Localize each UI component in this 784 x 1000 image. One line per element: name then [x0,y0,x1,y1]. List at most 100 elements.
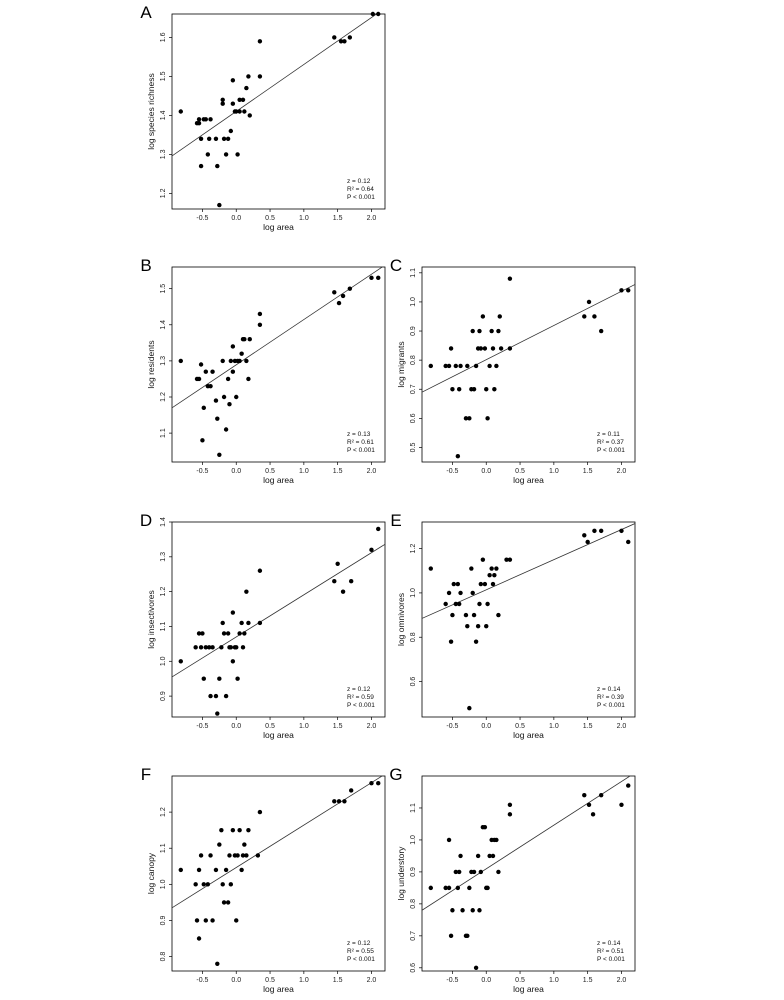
data-point [450,908,455,913]
data-point [456,387,462,392]
data-point [215,711,220,716]
data-point [210,645,215,650]
data-point [242,337,247,342]
data-point [203,918,209,923]
data-point [473,363,479,369]
data-point [208,117,213,122]
x-tick-label: 1.0 [299,215,309,222]
data-point [626,539,631,545]
data-point [582,533,587,538]
data-point [234,394,239,400]
data-point [223,427,229,432]
data-point [198,136,204,141]
y-tick-label: 0.9 [410,326,417,336]
data-point [458,853,463,859]
y-axis-label: log species richness [146,73,156,150]
data-point [210,918,215,923]
data-point [482,346,488,351]
stat-line: P < 0.001 [347,956,375,963]
y-tick-label: 0.9 [160,691,167,701]
x-tick-label: 1.5 [333,215,343,222]
data-point [230,369,236,374]
data-point [494,837,499,843]
panel-e: E -0.5 0.0 0.5 1.0 1.5 2.0 0.6 0.8 1.0 1.2 log area… [390,511,636,740]
y-tick-label: 1.3 [160,356,167,366]
data-point [332,35,337,40]
data-point [456,869,462,875]
y-tick-label: 1.0 [160,879,167,889]
data-point [220,620,225,626]
data-point [369,547,374,553]
data-point [507,802,513,807]
data-point [210,369,215,374]
stat-line: z = 0.11 [597,431,620,438]
data-point [230,78,236,83]
data-point [338,39,344,44]
data-point [478,869,484,875]
data-point [242,842,247,847]
stat-line: R² = 0.61 [347,439,374,446]
data-point [492,572,497,578]
data-point [335,561,340,566]
stat-line: P < 0.001 [597,447,625,454]
x-tick-label: 1.5 [333,723,343,730]
data-point [215,163,220,169]
stat-line: z = 0.12 [347,178,371,185]
data-point [458,590,463,596]
data-point [619,528,624,534]
data-point [240,97,246,103]
data-point [467,885,472,891]
data-point [196,121,202,126]
stat-line: R² = 0.39 [597,694,624,701]
x-tick-label: 0.0 [481,977,491,984]
data-point [205,882,211,887]
data-point [369,781,374,786]
panel-label: F [141,765,151,784]
data-point [332,290,337,295]
data-point [244,85,249,91]
data-point [494,363,499,369]
panel-g: G -0.5 0.0 0.5 1.0 1.5 2.0 0.6 0.7 0.8 0.9 1.0 1.1 lo… [389,765,636,994]
data-point [237,109,242,114]
y-tick-label: 1.4 [160,320,167,330]
data-point [220,101,225,106]
x-axis-label: log area [263,984,294,994]
x-tick-label: -0.5 [446,977,458,984]
data-point [463,612,469,618]
y-tick-label: 0.8 [160,952,167,962]
data-point [221,394,227,400]
data-point [242,109,247,114]
data-point [465,933,470,939]
x-tick-label: 0.5 [265,468,275,475]
data-point [246,376,251,382]
data-point [240,645,246,650]
data-point [193,882,198,887]
data-point [257,311,263,317]
y-tick-label: 1.6 [160,32,167,42]
plot-frame [171,266,386,463]
data-point [198,645,204,650]
data-point [200,631,205,636]
x-tick-label: 2.0 [367,215,377,222]
data-point [336,300,342,306]
panel-d: D -0.5 0.0 0.5 1.0 1.5 2.0 0.9 1.0 1.1 1.2 1.3 1.4 lo… [140,511,386,740]
data-point [455,581,461,587]
data-point [225,376,231,382]
regression-line [422,776,631,911]
regression-line [172,267,384,409]
y-tick-label: 1.3 [160,149,167,159]
data-point [257,39,263,44]
y-axis-label: log insectivores [146,590,156,649]
data-point [244,358,249,364]
x-tick-label: 0.5 [515,723,525,730]
data-point [242,631,247,636]
data-point [235,676,240,681]
data-point [598,528,604,534]
data-point [448,346,454,351]
data-point [178,109,183,114]
stat-line: R² = 0.51 [597,948,624,955]
data-point [470,908,475,913]
data-point [487,572,492,578]
y-tick-label: 1.5 [160,71,167,81]
